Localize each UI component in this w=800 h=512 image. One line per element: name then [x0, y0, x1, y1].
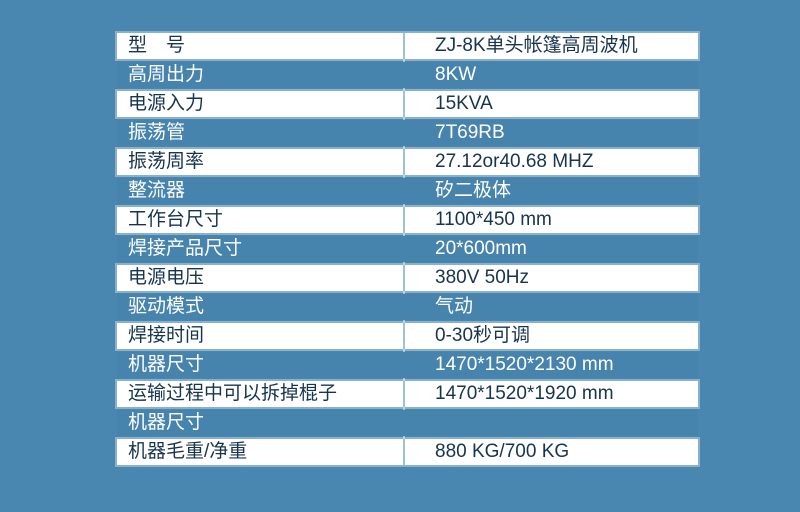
- spec-label: 工作台尺寸: [128, 209, 224, 230]
- spec-table-rows: 型 号 ZJ-8K单头帐篷高周波机高周出力 8KW 电源入力 15KVA 振荡管 7T69R…: [115, 31, 700, 467]
- spec-value: 20*600mm: [435, 238, 527, 259]
- spec-value: 15KVA: [403, 91, 698, 117]
- spec-label: 整流器: [128, 180, 186, 201]
- spec-label: 电源入力: [128, 93, 205, 114]
- table-row: 整流器 矽二极体: [117, 178, 698, 204]
- table-row: 运输过程中可以拆掉棍子 1470*1520*1920 mm: [115, 379, 700, 409]
- spec-label: 焊接时间: [128, 325, 205, 346]
- spec-label: 电源电压: [128, 267, 205, 288]
- spec-value: 1470*1520*2130 mm: [435, 354, 614, 375]
- spec-label: 运输过程中可以拆掉棍子: [128, 383, 338, 404]
- spec-label: 焊接产品尺寸: [128, 238, 243, 259]
- spec-value: 8KW: [435, 64, 477, 85]
- table-row: 工作台尺寸 1100*450 mm: [115, 205, 700, 235]
- table-row: 驱动模式 气动: [117, 294, 698, 320]
- spec-label: 机器毛重/净重: [128, 441, 248, 462]
- spec-label: 机器尺寸: [128, 354, 205, 375]
- spec-value: 气动: [435, 296, 474, 317]
- spec-value: [403, 410, 698, 436]
- spec-label: 振荡周率: [128, 151, 205, 172]
- spec-value: 1100*450 mm: [403, 207, 698, 233]
- spec-value: 1470*1520*1920 mm: [403, 381, 698, 407]
- table-row: 焊接产品尺寸 20*600mm: [117, 236, 698, 262]
- spec-value: 880 KG/700 KG: [403, 439, 698, 465]
- spec-label: 高周出力: [128, 64, 205, 85]
- spec-label: 驱动模式: [128, 296, 205, 317]
- table-row: 机器尺寸: [117, 410, 698, 436]
- table-row: 焊接时间 0-30秒可调: [115, 321, 700, 351]
- table-row: 机器尺寸 1470*1520*2130 mm: [117, 352, 698, 378]
- table-row: 振荡管 7T69RB: [117, 120, 698, 146]
- table-row: 机器毛重/净重 880 KG/700 KG: [115, 437, 700, 467]
- spec-value: 矽二极体: [435, 180, 512, 201]
- spec-value: 27.12or40.68 MHZ: [403, 149, 698, 175]
- table-row: 型 号 ZJ-8K单头帐篷高周波机: [115, 31, 700, 61]
- table-row: 电源电压 380V 50Hz: [115, 263, 700, 293]
- spec-value: ZJ-8K单头帐篷高周波机: [403, 33, 698, 59]
- table-row: 电源入力 15KVA: [115, 89, 700, 119]
- table-row: 高周出力 8KW: [117, 62, 698, 88]
- spec-label: 机器尺寸: [128, 412, 205, 433]
- spec-label: 型 号: [128, 35, 186, 56]
- spec-value: 7T69RB: [435, 122, 505, 143]
- spec-value: 380V 50Hz: [403, 265, 698, 291]
- spec-value: 0-30秒可调: [403, 323, 698, 349]
- spec-table: 型 号 ZJ-8K单头帐篷高周波机高周出力 8KW 电源入力 15KVA 振荡管 7T69R…: [115, 31, 700, 467]
- spec-label: 振荡管: [128, 122, 186, 143]
- table-row: 振荡周率 27.12or40.68 MHZ: [115, 147, 700, 177]
